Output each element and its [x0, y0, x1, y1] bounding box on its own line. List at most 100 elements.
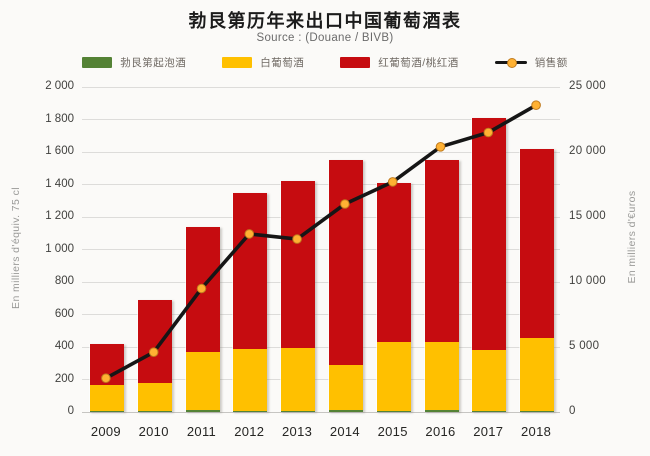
bar-segment-white-wine — [424, 342, 459, 411]
sales-point-2018 — [531, 100, 541, 111]
sales-point-2011 — [196, 283, 207, 294]
bar-2014 — [327, 160, 363, 412]
gridline — [82, 249, 560, 250]
y-axis-tick-label: 1 600 — [45, 145, 74, 157]
bar-segment-white-wine — [281, 347, 316, 412]
x-axis-label-2012: 2012 — [234, 424, 265, 439]
bar-segment-white-wine — [185, 351, 220, 411]
bar-segment-red-wine — [137, 299, 172, 383]
sales-point-2014 — [340, 199, 350, 209]
gridline — [82, 314, 560, 315]
bar-segment-white-wine — [233, 349, 268, 412]
bar-segment-sparkling — [281, 411, 316, 412]
sales-point-2012 — [244, 229, 255, 239]
legend-label: 白葡萄酒 — [260, 56, 305, 69]
x-axis-label-2015: 2015 — [377, 424, 408, 439]
bar-segment-white-wine — [328, 364, 363, 411]
bar-2018 — [519, 148, 555, 412]
bar-segment-white-wine — [472, 350, 507, 412]
right-axis-title: En milliers d'€uros — [626, 190, 638, 284]
sales-point-2010 — [148, 347, 159, 358]
legend-line-marker-icon — [494, 57, 527, 68]
sales-point-2016 — [435, 142, 446, 152]
bar-segment-sparkling — [137, 411, 172, 412]
bar-segment-white-wine — [137, 382, 172, 412]
bar-segment-red-wine — [376, 182, 411, 343]
bar-segment-white-wine — [376, 342, 411, 412]
legend-item-red-wine: 红葡萄酒/桃红酒 — [340, 55, 458, 70]
gridline — [82, 379, 560, 380]
bar-segment-red-wine — [520, 148, 555, 339]
x-axis-label-2017: 2017 — [473, 424, 504, 439]
gridline — [82, 86, 560, 88]
y-axis-tick-label: 600 — [54, 307, 74, 320]
bar-2012 — [232, 192, 268, 412]
y2-axis-tick-label: 10 000 — [569, 275, 606, 287]
y-axis-tick-label: 400 — [54, 340, 74, 352]
legend-label: 销售额 — [534, 56, 568, 69]
y-axis-tick-label: 1 800 — [45, 112, 74, 125]
x-axis-label-2013: 2013 — [282, 424, 313, 439]
bar-2015 — [375, 182, 411, 412]
bar-segment-sparkling — [520, 411, 555, 412]
bar-segment-white-wine — [520, 338, 555, 412]
legend-item-sales: 销售额 — [494, 55, 568, 70]
y2-axis-tick-label: 20 000 — [569, 145, 606, 157]
chart-subtitle: Source : (Douane / BIVB) — [256, 32, 394, 44]
sales-line — [104, 103, 538, 381]
sales-point-2009 — [101, 373, 111, 384]
legend: 勃艮第起泡酒 白葡萄酒 红葡萄酒/桃红酒 销售额 — [0, 53, 650, 71]
gridline — [82, 119, 560, 120]
y-axis-tick-label: 1 000 — [45, 242, 74, 255]
bar-segment-sparkling — [89, 411, 124, 412]
bar-2016 — [423, 160, 459, 412]
gridline — [82, 216, 560, 218]
x-axis-label-2014: 2014 — [329, 424, 360, 439]
x-axis-label-2018: 2018 — [521, 424, 552, 439]
y-axis-tick-label: 0 — [67, 405, 74, 417]
chart-title: 勃艮第历年来出口中国葡萄酒表 — [188, 11, 462, 31]
sales-line-layer — [101, 100, 541, 384]
x-axis-label-2010: 2010 — [138, 424, 169, 439]
gridline — [82, 281, 560, 283]
y-axis-tick-label: 200 — [54, 372, 74, 385]
sales-point-2017 — [483, 127, 494, 138]
bar-segment-red-wine — [424, 160, 459, 343]
y-axis-tick-label: 800 — [54, 275, 74, 287]
x-axis-label-2011: 2011 — [186, 424, 217, 439]
bar-segment-red-wine — [281, 181, 316, 348]
legend-label: 勃艮第起泡酒 — [120, 56, 187, 69]
legend-swatch-red-wine-icon — [340, 56, 371, 68]
bar-2010 — [136, 299, 172, 412]
bar-segment-sparkling — [328, 410, 363, 412]
legend-swatch-white-wine-icon — [222, 56, 253, 68]
bar-segment-red-wine — [472, 117, 507, 351]
bar-segment-red-wine — [328, 160, 363, 365]
y-axis-tick-label: 2 000 — [45, 80, 74, 92]
legend-label: 红葡萄酒/桃红酒 — [378, 56, 459, 69]
y2-axis-tick-label: 15 000 — [569, 210, 606, 222]
y-axis-tick-label: 1 400 — [45, 177, 74, 190]
sales-point-2015 — [387, 177, 398, 187]
sales-point-2013 — [292, 234, 302, 244]
bar-2011 — [184, 226, 220, 412]
bar-segment-sparkling — [233, 411, 268, 412]
plot-area — [82, 86, 560, 413]
y2-axis-tick-label: 5 000 — [569, 340, 600, 352]
gridline — [82, 411, 560, 413]
bar-2017 — [471, 117, 507, 412]
bar-segment-white-wine — [89, 385, 124, 412]
y2-axis-tick-label: 0 — [569, 405, 576, 417]
gridline — [82, 184, 560, 185]
gridline — [82, 151, 560, 153]
bar-segment-sparkling — [472, 411, 507, 412]
bar-2013 — [280, 181, 316, 412]
x-axis-label-2009: 2009 — [90, 424, 121, 439]
legend-swatch-sparkling-icon — [82, 56, 113, 68]
x-axis-label-2016: 2016 — [425, 424, 456, 439]
legend-item-sparkling: 勃艮第起泡酒 — [82, 55, 186, 70]
bar-segment-sparkling — [424, 410, 459, 412]
bar-segment-sparkling — [185, 410, 220, 412]
y-axis-tick-label: 1 200 — [45, 210, 74, 222]
